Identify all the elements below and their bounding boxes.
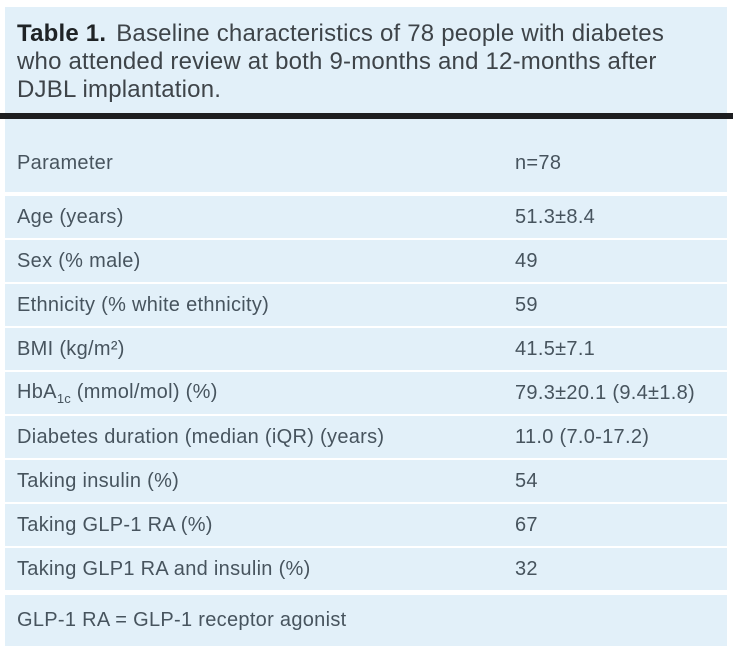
table-number-label: Table 1. [17,20,107,47]
header-n: n=78 [515,152,562,174]
row-value: 51.3±8.4 [515,205,596,228]
row-param: Ethnicity (% white ethnicity) [17,293,270,316]
row-param: Diabetes duration (median (iQR) (years) [17,425,385,448]
row-param: Sex (% male) [17,249,141,272]
hba1c-prefix: HbA [17,380,57,403]
row-value: 11.0 (7.0-17.2) [515,425,650,448]
table-footnote: GLP-1 RA = GLP-1 receptor agonist [5,590,727,646]
caption-line-3: DJBL implantation. [17,76,222,103]
row-value: 54 [515,469,538,492]
table-row-taking-glp1ra-and-insulin: Taking GLP1 RA and insulin (%) 32 [5,546,727,590]
row-value: 67 [515,513,538,536]
table-row-age: Age (years) 51.3±8.4 [5,196,727,238]
table-row-taking-insulin: Taking insulin (%) 54 [5,458,727,502]
table-row-hba1c: HbA1c (mmol/mol) (%) 79.3±20.1 (9.4±1.8) [5,370,727,414]
table-row-diabetes-duration: Diabetes duration (median (iQR) (years) … [5,414,727,458]
row-value: 59 [515,293,538,316]
row-value: 79.3±20.1 (9.4±1.8) [515,381,695,404]
hba1c-subscript: 1c [56,390,71,406]
table-row-ethnicity: Ethnicity (% white ethnicity) 59 [5,282,727,326]
row-value: 49 [515,249,538,272]
row-param: Taking insulin (%) [17,469,180,492]
table-row-sex: Sex (% male) 49 [5,238,727,282]
table-row-taking-glp1ra: Taking GLP-1 RA (%) 67 [5,502,727,546]
row-param: BMI (kg/m²) [17,337,125,360]
header-parameter: Parameter [17,152,114,174]
row-value: 32 [515,557,538,580]
top-rule [0,113,733,119]
table-header-row: Parameter n=78 [5,119,727,196]
row-param: Age (years) [17,205,124,228]
footnote-text: GLP-1 RA = GLP-1 receptor agonist [17,609,347,631]
row-param: HbA1c (mmol/mol) (%) [5,381,218,406]
row-param: Taking GLP1 RA and insulin (%) [17,557,311,580]
table-panel: Table 1. Baseline characteristics of 78 p… [0,7,733,646]
table-body: Age (years) 51.3±8.4 Sex (% male) 49 Eth… [5,196,727,590]
row-value: 41.5±7.1 [515,337,596,360]
hba1c-suffix: (mmol/mol) (%) [70,380,218,403]
caption-line-1: Baseline characteristics of 78 people wi… [116,20,665,47]
caption-line-2: who attended review at both 9-months and… [17,48,657,75]
table-row-bmi: BMI (kg/m²) 41.5±7.1 [5,326,727,370]
table-caption: Table 1. Baseline characteristics of 78 p… [5,7,727,113]
row-param: Taking GLP-1 RA (%) [17,513,213,536]
